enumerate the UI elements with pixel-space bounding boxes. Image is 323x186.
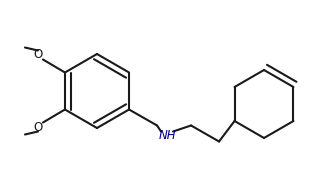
Text: O: O [33,121,43,134]
Text: NH: NH [158,129,176,142]
Text: O: O [33,48,43,61]
